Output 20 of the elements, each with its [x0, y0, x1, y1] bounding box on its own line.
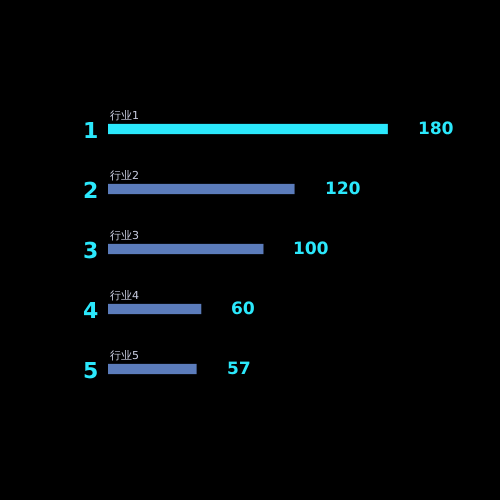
y-tick-label: 行业4	[110, 289, 139, 302]
text: 1	[83, 119, 98, 144]
data-label: 180	[418, 119, 454, 139]
data-label: 100	[293, 239, 329, 259]
bar	[108, 244, 264, 254]
text: 3	[83, 239, 98, 264]
data-label: 60	[231, 299, 255, 319]
bar	[108, 124, 388, 134]
data-label: 57	[227, 359, 251, 379]
y-tick-label: 行业5	[110, 349, 139, 362]
bar	[108, 304, 202, 314]
text: 4	[83, 299, 98, 324]
data-label: 120	[325, 179, 361, 199]
y-tick-label: 行业2	[110, 169, 139, 182]
bar	[108, 184, 295, 194]
text: 2	[83, 179, 98, 204]
y-tick-label: 行业3	[110, 229, 139, 242]
y-tick-label: 行业1	[110, 109, 139, 122]
text: 5	[83, 359, 98, 384]
bar	[108, 364, 197, 374]
